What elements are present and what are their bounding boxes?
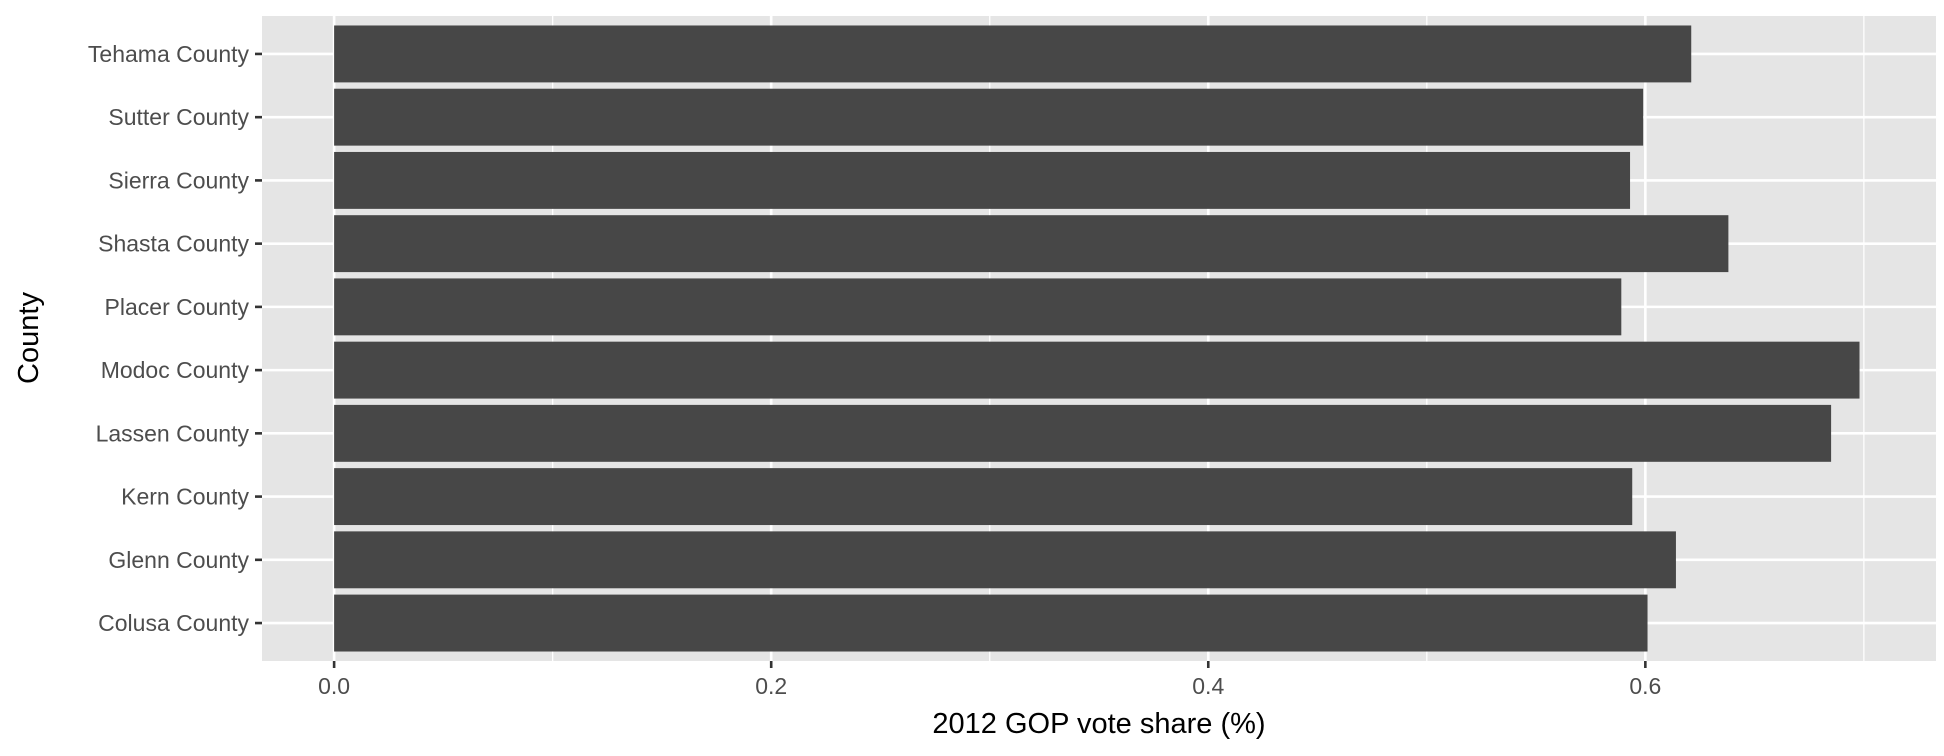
bar: [334, 25, 1692, 83]
y-tick-label: Sierra County: [108, 167, 249, 193]
x-tick-label: 0.0: [318, 673, 350, 699]
y-tick-label: Shasta County: [98, 231, 249, 257]
bar: [334, 88, 1644, 146]
y-tick-label: Tehama County: [88, 41, 250, 67]
bar: [334, 404, 1832, 462]
x-tick-label: 0.6: [1629, 673, 1661, 699]
x-axis: 0.0 0.2 0.4 0.6: [318, 661, 1661, 699]
bar: [334, 278, 1622, 336]
x-axis-title: 2012 GOP vote share (%): [932, 708, 1265, 740]
y-axis: Colusa County Glenn County Kern County Lass…: [88, 41, 262, 636]
bar: [334, 215, 1729, 273]
y-tick-label: Lassen County: [96, 420, 250, 446]
y-tick-label: Modoc County: [101, 357, 250, 383]
y-axis-title: County: [13, 292, 45, 384]
y-tick-label: Glenn County: [108, 547, 249, 573]
x-tick-label: 0.4: [1192, 673, 1224, 699]
bar: [334, 151, 1631, 209]
y-tick-label: Sutter County: [108, 104, 249, 130]
bar: [334, 531, 1676, 589]
bar: [334, 341, 1860, 399]
bar: [334, 594, 1648, 652]
bar: [334, 468, 1633, 526]
x-tick-label: 0.2: [755, 673, 787, 699]
y-tick-label: Placer County: [105, 294, 250, 320]
y-tick-label: Colusa County: [98, 610, 249, 636]
y-tick-label: Kern County: [121, 484, 249, 510]
bars-group: [334, 25, 1860, 652]
